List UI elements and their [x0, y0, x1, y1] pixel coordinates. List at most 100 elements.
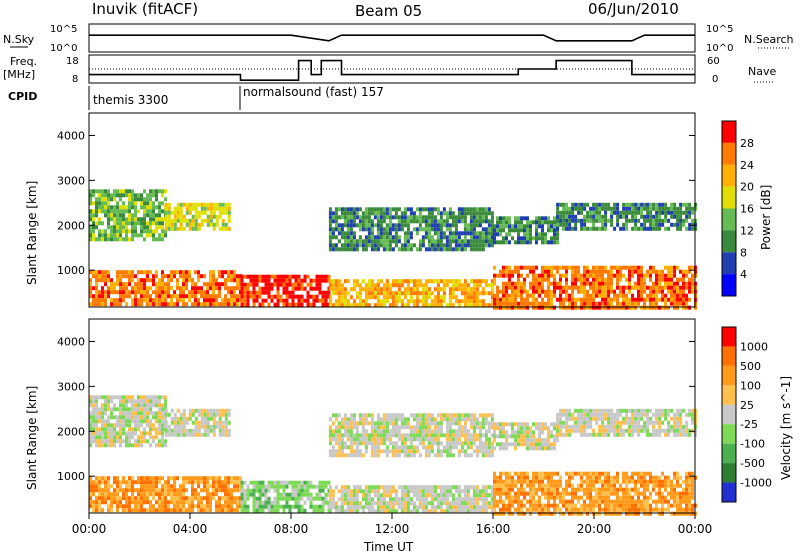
cpid-segment-1: themis 3300 [93, 93, 168, 107]
scatter-band [240, 480, 331, 513]
cpid-segment-2: normalsound (fast) 157 [243, 85, 384, 99]
colorbar-swatch [722, 274, 736, 296]
nsky-tick-top: 10^5 [50, 24, 77, 35]
scatter-band [328, 485, 494, 514]
x-tick-label: 00:00 [72, 522, 107, 536]
nsky-panel-frame [88, 23, 696, 53]
y-tick-label: 3000 [57, 174, 85, 187]
x-tick-label: 00:00 [678, 522, 713, 536]
colorbar-swatch [722, 164, 736, 187]
colorbar-swatch [722, 230, 736, 253]
scatter-band [164, 408, 231, 437]
freq-series-line [89, 59, 695, 81]
colorbar-swatch [722, 365, 736, 386]
freq-tick-top: 18 [66, 56, 79, 67]
colorbar-tick-label: 20 [740, 181, 754, 194]
scatter-band [556, 202, 698, 231]
colorbar-tick-label: 8 [740, 246, 747, 259]
power-heatmap [89, 189, 698, 310]
colorbar-tick-label: 500 [740, 360, 761, 373]
colorbar-tick-label: 28 [740, 137, 754, 150]
y-tick-label: 3000 [57, 380, 85, 393]
colorbar-tick-label: 100 [740, 379, 761, 392]
y-tick-label: 4000 [57, 129, 85, 142]
colorbar-tick-label: 16 [740, 203, 754, 216]
colorbar-swatch [722, 186, 736, 209]
y-tick-label: 1000 [57, 470, 85, 483]
x-tick-label: 16:00 [476, 522, 511, 536]
x-tick-label: 08:00 [274, 522, 309, 536]
colorbar-tick-label: 24 [740, 159, 754, 172]
colorbar-swatch [722, 404, 736, 425]
nsky-line [89, 34, 695, 42]
colorbar-tick-label: -25 [740, 418, 758, 431]
scatter-band [328, 279, 494, 308]
colorbar-swatch [722, 142, 736, 165]
colorbar-swatch [722, 482, 736, 502]
nsearch-label: N.Search [744, 33, 794, 46]
freq-label: Freq. [10, 55, 37, 68]
scatter-band [328, 413, 494, 458]
beam-title: Beam 05 [355, 2, 422, 20]
colorbar-tick-label: -1000 [740, 477, 772, 490]
scatter-band [328, 207, 494, 252]
colorbar-swatch [722, 463, 736, 483]
colorbar-tick-label: 12 [740, 224, 754, 237]
nsky-label: N.Sky [3, 33, 35, 46]
date-title: 06/Jun/2010 [588, 0, 679, 18]
x-tick-label: 12:00 [375, 522, 410, 536]
cpid-label: CPID [8, 90, 37, 103]
scatter-band [164, 202, 231, 231]
scatter-band [89, 476, 242, 513]
velocity-heatmap [89, 395, 698, 516]
x-tick-label: 20:00 [577, 522, 612, 536]
y-tick-label: 2000 [57, 425, 85, 438]
colorbar-swatch [722, 252, 736, 275]
colorbar-tick-label: -500 [740, 457, 765, 470]
colorbar-tick-label: 4 [740, 268, 747, 281]
time-axis-label: Time UT [363, 540, 414, 554]
nsearch-tick-top: 10^5 [706, 24, 733, 35]
scatter-band [89, 395, 167, 448]
velocity-colorbar-label: Velocity [m s^-1] [779, 376, 793, 480]
colorbar-swatch [722, 208, 736, 231]
y-tick-label: 4000 [57, 335, 85, 348]
station-title: Inuvik (fitACF) [92, 0, 198, 18]
scatter-band [493, 265, 697, 310]
scatter-band [493, 216, 559, 245]
colorbar-swatch [722, 121, 736, 143]
nsearch-tick-bottom: 10^0 [706, 43, 733, 54]
colorbar-tick-label: 25 [740, 399, 754, 412]
nave-tick-top: 60 [707, 56, 720, 67]
scatter-band [240, 274, 331, 307]
power-colorbar: 28 24 20 16 12 8 4 [721, 120, 754, 297]
scatter-band [556, 408, 698, 437]
nsky-tick-bottom: 10^0 [50, 43, 77, 54]
velocity-colorbar: 1000 500 100 25 -25 -100 -500 -1000 [721, 326, 772, 503]
power-y-ticks: 1000 2000 3000 4000 [57, 129, 695, 277]
scatter-band [493, 471, 697, 516]
y-tick-label: 1000 [57, 264, 85, 277]
freq-line [89, 59, 695, 81]
colorbar-swatch [722, 443, 736, 464]
scatter-band [89, 270, 242, 307]
nsky-series-line [89, 34, 695, 42]
nave-tick-bottom: 0 [712, 74, 718, 85]
velocity-y-ticks: 1000 2000 3000 4000 [57, 335, 695, 483]
freq-tick-bottom: 8 [72, 74, 78, 85]
nave-label: Nave [748, 65, 776, 78]
colorbar-swatch [722, 424, 736, 444]
scatter-band [493, 422, 559, 451]
power-colorbar-label: Power [dB] [759, 185, 773, 250]
y-tick-label: 2000 [57, 219, 85, 232]
colorbar-swatch [722, 327, 736, 347]
x-tick-label: 04:00 [173, 522, 208, 536]
colorbar-tick-label: 1000 [740, 340, 768, 353]
scatter-band [89, 189, 167, 242]
power-panel-frame [88, 112, 696, 308]
freq-unit-label: [MHz] [3, 68, 35, 81]
time-axis-ticks: 00:00 04:00 08:00 12:00 16:00 20:00 00:00 [72, 513, 713, 536]
colorbar-swatch [722, 346, 736, 366]
colorbar-tick-label: -100 [740, 438, 765, 451]
